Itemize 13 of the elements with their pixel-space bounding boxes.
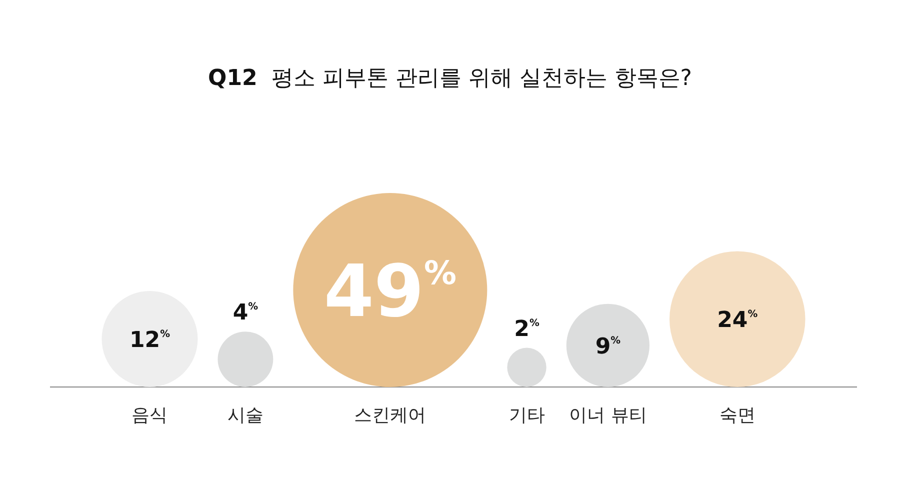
data-label: 49$^{%}$ [324, 248, 456, 333]
category-label: 기타 [508, 405, 545, 426]
data-label: 9$^{%}$ [595, 334, 621, 360]
category-label: 이너 뷰티 [569, 405, 647, 426]
category-label: 시술 [227, 405, 264, 426]
data-label: 24$^{%}$ [717, 308, 758, 334]
category-label: 숙면 [719, 405, 756, 426]
data-label: 12$^{%}$ [129, 328, 170, 353]
data-label: 2$^{%}$ [514, 316, 540, 342]
category-label: 음식 [132, 405, 168, 426]
text: Q12 평소 피부톤 관리를 위해 실천하는 항목은? [208, 66, 692, 91]
category-label: 스킨케어 [354, 405, 426, 426]
data-label: 4$^{%}$ [232, 300, 258, 326]
